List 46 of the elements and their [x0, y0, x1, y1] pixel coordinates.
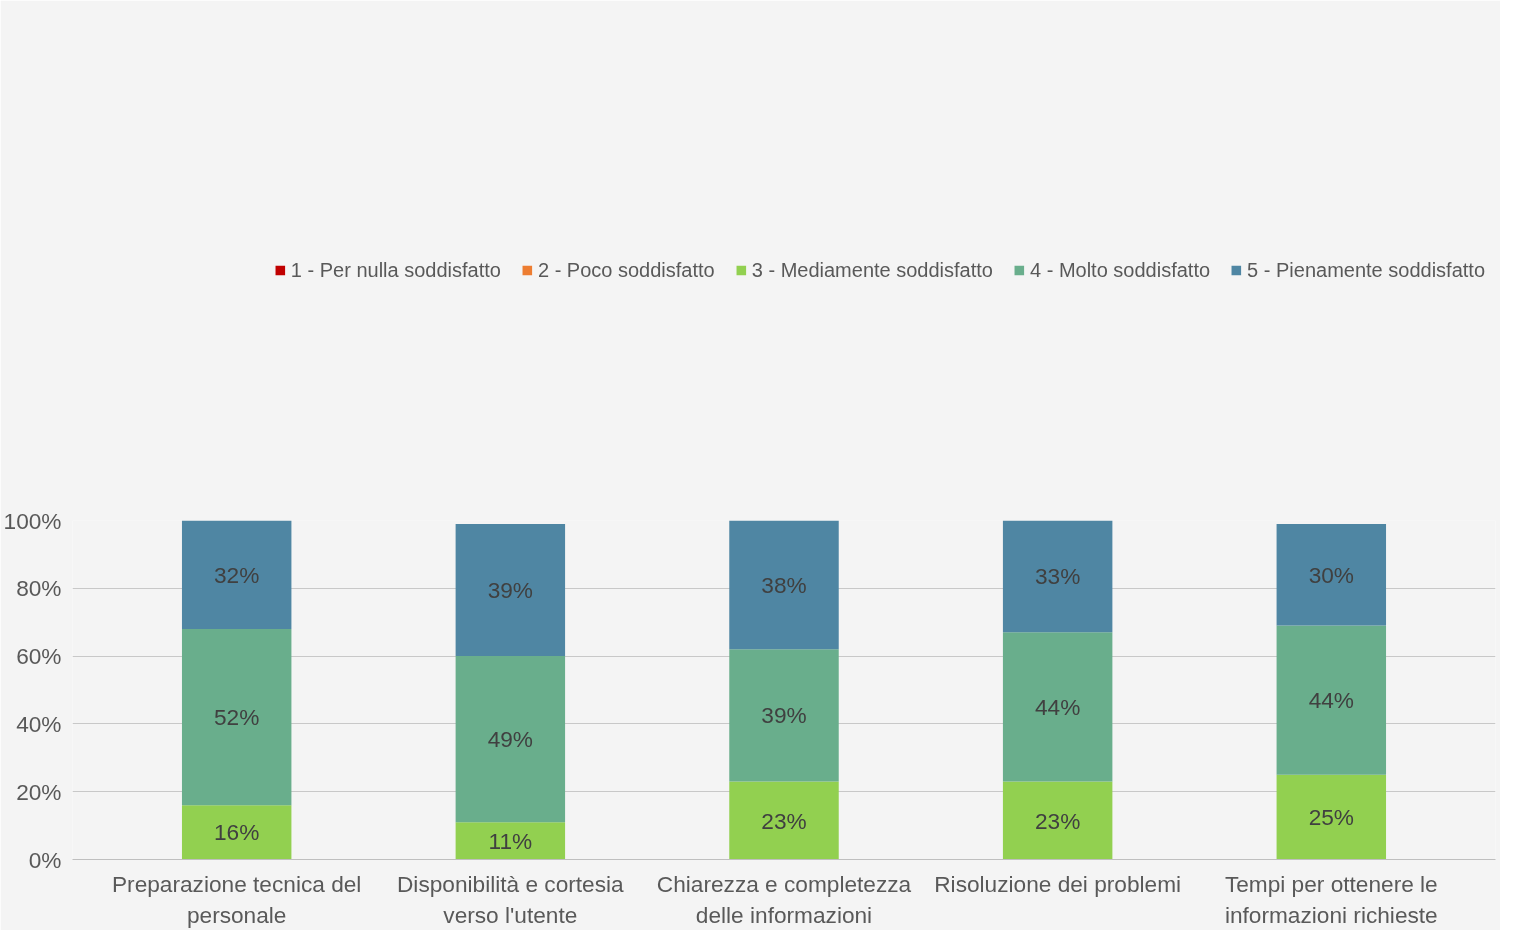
bar — [181, 628, 292, 806]
data-label: 52% — [214, 704, 260, 731]
data-label: 39% — [761, 702, 807, 729]
bar — [729, 781, 839, 860]
x-tick-label: Tempi per ottenere le informazioni richieste — [1224, 870, 1438, 928]
bar — [181, 805, 292, 860]
legend-label: 4 - Molto soddisfatto — [1029, 258, 1211, 282]
bar — [1002, 781, 1113, 860]
bar — [1002, 632, 1113, 782]
x-tick-label: Chiarezza e completezza delle informazioni — [656, 870, 912, 928]
data-label: 49% — [487, 726, 534, 753]
y-tick-label: 20% — [16, 778, 62, 805]
data-label: 30% — [1308, 561, 1354, 588]
legend-label: 3 - Mediamente soddisfatto — [751, 258, 993, 282]
data-label: 38% — [761, 571, 807, 598]
y-tick-label: 40% — [16, 710, 62, 737]
y-tick-label: 100% — [3, 507, 62, 534]
data-label: 16% — [214, 819, 260, 846]
y-tick-label: 0% — [28, 846, 62, 873]
legend-label: 2 - Poco soddisfatto — [537, 258, 715, 282]
legend-label: 1 - Per nulla soddisfatto — [290, 258, 501, 282]
bar — [455, 822, 566, 860]
data-label: 44% — [1308, 687, 1354, 714]
legend-label: 5 - Pienamente soddisfatto — [1247, 258, 1485, 282]
data-label: 39% — [487, 576, 534, 603]
data-label: 32% — [214, 561, 260, 588]
x-tick-label: Disponibilità e cortesia verso l'utente — [397, 870, 625, 928]
x-tick-label: Preparazione tecnica del personale — [112, 870, 362, 928]
bar — [729, 520, 839, 650]
x-tick-label: Risoluzione dei problemi — [934, 870, 1182, 897]
bar — [1276, 523, 1387, 626]
bar — [181, 520, 292, 629]
bar — [1276, 774, 1387, 860]
data-label: 44% — [1034, 693, 1081, 720]
data-label: 33% — [1034, 563, 1081, 590]
bar — [729, 649, 839, 782]
data-label: 23% — [1034, 807, 1081, 834]
bar — [455, 523, 566, 657]
data-label: 11% — [488, 827, 533, 854]
data-label: 23% — [761, 807, 807, 834]
bar — [455, 656, 566, 823]
data-label: 25% — [1308, 804, 1354, 831]
y-tick-label: 60% — [16, 643, 62, 670]
bar — [1276, 625, 1387, 775]
bar — [1002, 520, 1113, 633]
y-tick-label: 80% — [16, 575, 62, 602]
